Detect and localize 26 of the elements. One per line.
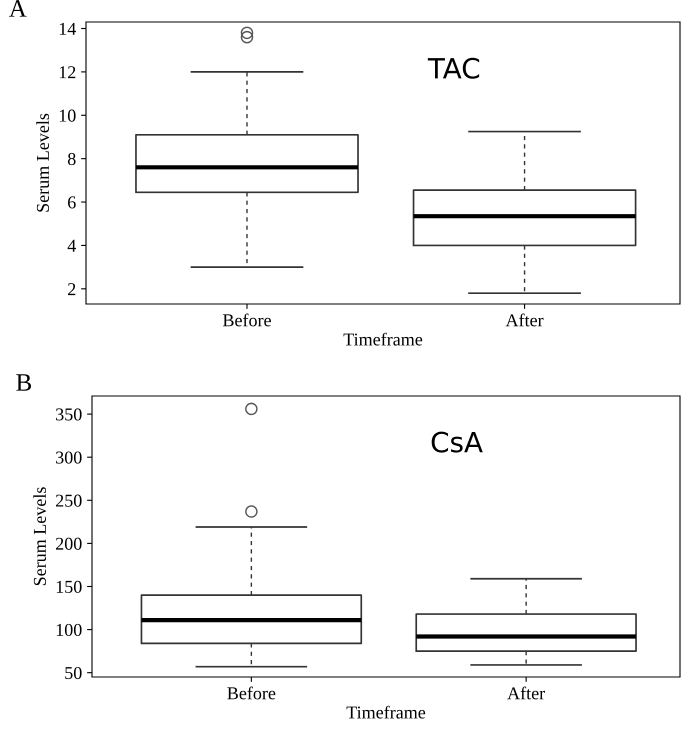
y-axis-title: Serum Levels	[36, 114, 49, 212]
x-tick-label: After	[506, 314, 544, 326]
y-axis-title: Serum Levels	[33, 487, 46, 586]
y-tick-label: 150	[56, 580, 82, 593]
x-tick-label: Before	[227, 686, 276, 700]
y-tick-label: 8	[68, 152, 76, 166]
x-axis-title: Timeframe	[346, 706, 426, 719]
y-tick-label: 10	[60, 110, 76, 122]
y-tick-label: 6	[68, 196, 76, 208]
y-tick-label: 250	[56, 494, 82, 507]
chart-title: A	[9, 0, 27, 17]
annotation: CsA	[432, 432, 483, 453]
chart-title: B	[16, 374, 32, 391]
y-tick-label: 200	[56, 538, 82, 550]
y-tick-label: 300	[56, 451, 82, 464]
annotation: TAC	[428, 58, 480, 79]
y-tick-label: 50	[65, 666, 82, 680]
y-tick-label: 2	[68, 283, 76, 296]
y-tick-label: 350	[56, 408, 82, 421]
y-tick-label: 100	[56, 624, 82, 636]
x-tick-label: After	[507, 686, 546, 700]
x-tick-label: Before	[222, 314, 271, 326]
y-tick-label: 4	[68, 240, 76, 252]
y-tick-label: 14	[60, 22, 76, 35]
y-tick-label: 12	[60, 66, 76, 78]
x-axis-title: Timeframe	[344, 332, 422, 346]
